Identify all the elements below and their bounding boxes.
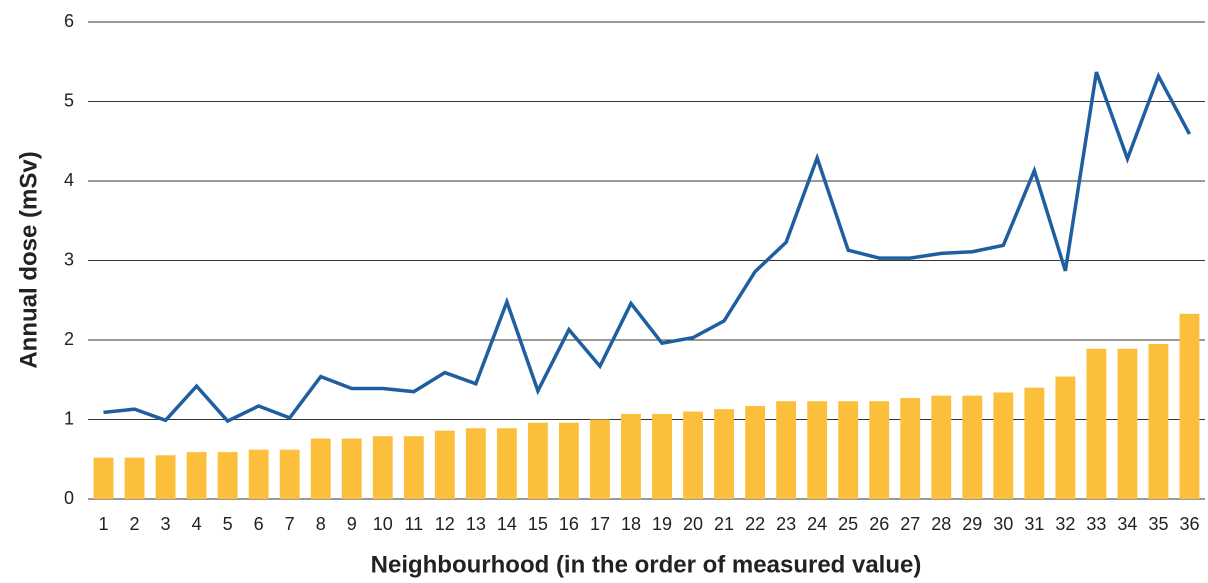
bar — [465, 428, 486, 499]
bar — [341, 438, 362, 499]
bar — [931, 395, 952, 499]
bar — [124, 457, 145, 499]
x-tick-label: 18 — [621, 514, 641, 534]
x-axis-title: Neighbourhood (in the order of measured … — [371, 551, 922, 578]
x-tick-label: 36 — [1179, 514, 1199, 534]
bar — [403, 436, 424, 499]
x-tick-label: 24 — [807, 514, 827, 534]
bar — [527, 422, 548, 499]
x-tick-label: 17 — [590, 514, 610, 534]
bar — [217, 452, 238, 499]
bar — [248, 449, 269, 499]
x-tick-label: 29 — [962, 514, 982, 534]
x-tick-label: 31 — [1024, 514, 1044, 534]
x-tick-label: 33 — [1086, 514, 1106, 534]
bar — [1117, 348, 1138, 499]
bar — [372, 436, 393, 499]
x-tick-label: 9 — [347, 514, 357, 534]
y-tick-label: 5 — [64, 90, 74, 110]
bar — [279, 449, 300, 499]
x-tick-label: 3 — [161, 514, 171, 534]
bar — [652, 413, 672, 499]
x-tick-label: 7 — [285, 514, 295, 534]
y-tick-label: 0 — [64, 488, 74, 508]
bar — [776, 401, 797, 499]
x-tick-label: 28 — [931, 514, 951, 534]
x-tick-label: 13 — [466, 514, 486, 534]
bar — [807, 401, 828, 499]
y-tick-label: 6 — [64, 11, 74, 31]
x-tick-label: 5 — [223, 514, 233, 534]
x-tick-label: 1 — [99, 514, 109, 534]
bar — [1055, 376, 1076, 499]
x-tick-label: 30 — [993, 514, 1013, 534]
x-tick-label: 11 — [404, 514, 423, 534]
bar — [1148, 343, 1169, 499]
y-tick-label: 1 — [64, 408, 74, 428]
bar — [1179, 313, 1200, 499]
x-tick-label: 2 — [130, 514, 140, 534]
y-tick-label: 2 — [64, 329, 74, 349]
bar — [434, 430, 455, 499]
x-tick-label: 14 — [497, 514, 517, 534]
bar — [590, 419, 610, 499]
x-tick-label: 23 — [776, 514, 796, 534]
x-tick-label: 26 — [869, 514, 889, 534]
x-tick-label: 19 — [652, 514, 672, 534]
x-tick-label: 21 — [714, 514, 734, 534]
bar — [683, 411, 703, 499]
bar — [714, 409, 734, 499]
y-tick-label: 3 — [64, 249, 74, 269]
bar — [621, 413, 641, 499]
bar — [496, 428, 517, 499]
x-tick-label: 22 — [745, 514, 765, 534]
bar — [993, 392, 1014, 499]
bar — [838, 401, 859, 499]
x-tick-label: 34 — [1117, 514, 1137, 534]
x-tick-label: 6 — [254, 514, 264, 534]
bar — [900, 398, 921, 499]
x-tick-label: 4 — [192, 514, 202, 534]
x-tick-label: 35 — [1148, 514, 1168, 534]
x-tick-label: 16 — [559, 514, 579, 534]
x-tick-label: 27 — [900, 514, 920, 534]
bar — [186, 452, 207, 499]
y-axis-title: Annual dose (mSv) — [15, 151, 42, 368]
bar — [310, 438, 331, 499]
x-tick-label: 20 — [683, 514, 703, 534]
bar — [1086, 348, 1107, 499]
bar — [745, 405, 766, 499]
bar — [962, 395, 983, 499]
x-tick-label: 10 — [373, 514, 393, 534]
bar — [1024, 387, 1045, 499]
bar — [559, 422, 579, 499]
bar — [155, 455, 176, 499]
bar — [869, 401, 890, 499]
line — [103, 71, 1192, 424]
x-tick-label: 8 — [316, 514, 326, 534]
x-tick-label: 12 — [435, 514, 455, 534]
x-tick-label: 15 — [528, 514, 548, 534]
x-tick-label: 25 — [838, 514, 858, 534]
x-tick-label: 32 — [1055, 514, 1075, 534]
y-tick-label: 4 — [64, 170, 74, 190]
bar — [93, 457, 114, 499]
